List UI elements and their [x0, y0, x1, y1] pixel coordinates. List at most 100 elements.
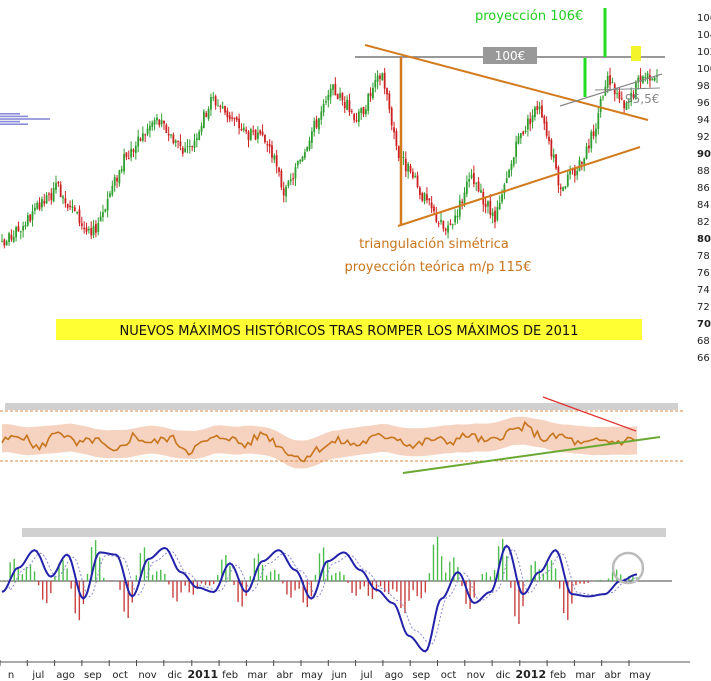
candle-body — [336, 94, 339, 99]
candle-body — [407, 163, 410, 172]
candle-body — [550, 139, 553, 157]
x-tick-label: dic — [167, 670, 182, 681]
y-tick-label: 68 — [697, 336, 710, 347]
candle-body — [266, 144, 269, 146]
candle-body — [620, 98, 623, 100]
candle-body — [256, 132, 259, 139]
candle-body — [468, 178, 471, 182]
x-tick-label: sep — [84, 670, 102, 681]
candle-body — [127, 158, 130, 160]
candle-body — [120, 169, 123, 172]
candle-body — [421, 193, 424, 201]
candle-body — [80, 223, 83, 226]
candle-body — [595, 128, 597, 137]
candle-body — [1, 241, 3, 243]
candle-body — [125, 152, 128, 158]
macd-signal-line — [1, 548, 638, 645]
candle-body — [329, 88, 332, 97]
candle-body — [188, 146, 191, 148]
candle-body — [231, 117, 233, 119]
x-tick-label: 2012 — [515, 668, 546, 681]
x-tick-label: oct — [441, 670, 457, 681]
candle-body — [541, 105, 543, 118]
candle-body — [402, 156, 405, 158]
candle-body — [414, 175, 417, 177]
candle-body — [484, 203, 487, 207]
candle-body — [510, 163, 513, 170]
candle-body — [64, 198, 67, 204]
candle-body — [461, 201, 464, 204]
candle-body — [475, 182, 478, 184]
candle-body — [163, 120, 165, 124]
candle-body — [555, 154, 557, 169]
candle-body — [149, 126, 151, 131]
y-tick-label: 88 — [697, 166, 710, 177]
candle-body — [111, 185, 114, 195]
candle-body — [186, 146, 189, 148]
candle-body — [292, 178, 295, 180]
candle-body — [195, 138, 198, 141]
candle-body — [137, 136, 140, 147]
candle-body — [362, 106, 365, 115]
candle-body — [519, 133, 522, 139]
candle-body — [393, 127, 395, 133]
candle-body — [566, 174, 569, 187]
candle-body — [390, 108, 393, 126]
candle-body — [228, 115, 231, 120]
candle-body — [562, 187, 564, 191]
candle-body — [153, 120, 156, 125]
candle-body — [252, 130, 255, 132]
candle-body — [646, 73, 649, 79]
candle-body — [515, 141, 518, 158]
candle-body — [456, 215, 459, 218]
x-tick-label: jul — [31, 670, 44, 681]
candle-body — [318, 118, 320, 130]
candle-body — [496, 207, 499, 221]
candle-body — [95, 224, 97, 233]
candle-body — [416, 175, 419, 187]
candle-body — [470, 174, 473, 178]
x-tick-label: dic — [496, 670, 511, 681]
candle-body — [559, 187, 562, 190]
candle-body — [580, 161, 583, 164]
candle-body — [22, 226, 25, 231]
x-tick-label: jul — [360, 670, 373, 681]
candle-body — [31, 211, 34, 220]
y-tick-label: 82 — [697, 217, 710, 228]
candle-body — [158, 119, 161, 126]
candle-body — [592, 131, 595, 137]
x-tick-label: ago — [56, 670, 75, 681]
candle-body — [418, 187, 421, 196]
candle-body — [296, 160, 299, 166]
volume-profile-bars — [0, 113, 50, 125]
oscillator-resistance-line — [542, 396, 637, 432]
candle-body — [36, 203, 39, 209]
candle-body — [529, 118, 532, 125]
candle-body — [179, 141, 182, 146]
candle-body — [404, 158, 407, 172]
candle-body — [656, 75, 658, 77]
x-tick-label: may — [629, 670, 651, 681]
volume-profile-bar — [0, 115, 28, 118]
candle-body — [494, 210, 496, 223]
candle-body — [369, 92, 372, 97]
candle-body — [242, 127, 245, 131]
candle-body — [522, 131, 525, 135]
candle-body — [259, 130, 262, 134]
y-tick-label: 74 — [697, 285, 710, 296]
x-tick-label: 2011 — [187, 668, 218, 681]
candle-body — [524, 130, 527, 133]
price-panel: 100€ 95,5€ proyección 106€ triangulación… — [0, 8, 711, 364]
candle-body — [226, 110, 229, 118]
candle-body — [578, 159, 581, 172]
candle-body — [69, 205, 71, 207]
candle-body — [543, 116, 546, 124]
candle-body — [132, 149, 135, 152]
candle-body — [477, 181, 480, 192]
y-tick-label: 72 — [697, 302, 710, 313]
candle-body — [15, 227, 17, 238]
candle-body — [19, 231, 22, 233]
candle-body — [261, 131, 264, 136]
x-tick-label: nov — [467, 670, 485, 681]
candle-body — [334, 83, 337, 96]
